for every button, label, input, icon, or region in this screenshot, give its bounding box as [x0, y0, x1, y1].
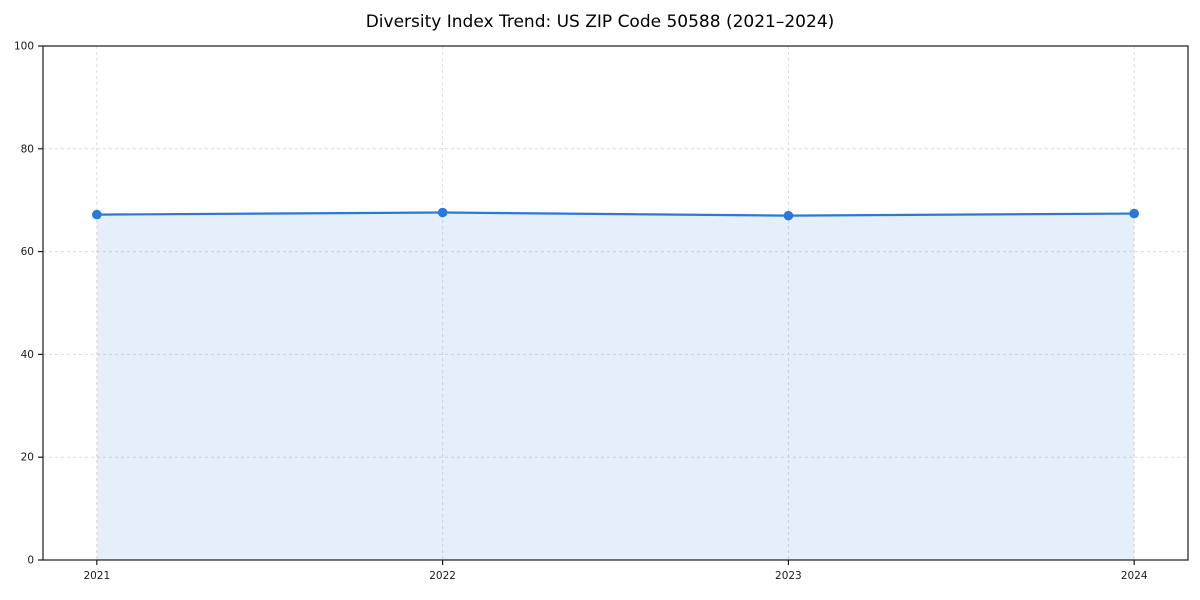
- line-series: [95, 211, 1136, 217]
- y-tick-label: 60: [21, 246, 34, 258]
- data-point-marker: [1129, 208, 1139, 219]
- axes-border: [42, 45, 1189, 561]
- chart-title: Diversity Index Trend: US ZIP Code 50588…: [365, 12, 835, 32]
- data-point-marker: [783, 210, 794, 221]
- y-tick-label: 100: [14, 41, 34, 53]
- y-tick-label: 40: [21, 349, 34, 361]
- y-tick-label: 80: [21, 143, 34, 155]
- y-tick-label: 0: [27, 555, 34, 567]
- x-tick-label: 2022: [429, 570, 456, 582]
- data-point-marker: [92, 209, 102, 220]
- y-tick-label: 20: [21, 452, 34, 464]
- x-tick-label: 2021: [83, 570, 110, 582]
- x-tick-label: 2024: [1121, 570, 1148, 582]
- area-fill: [96, 212, 1135, 560]
- x-tick-label: 2023: [775, 570, 802, 582]
- data-point-marker: [437, 207, 448, 218]
